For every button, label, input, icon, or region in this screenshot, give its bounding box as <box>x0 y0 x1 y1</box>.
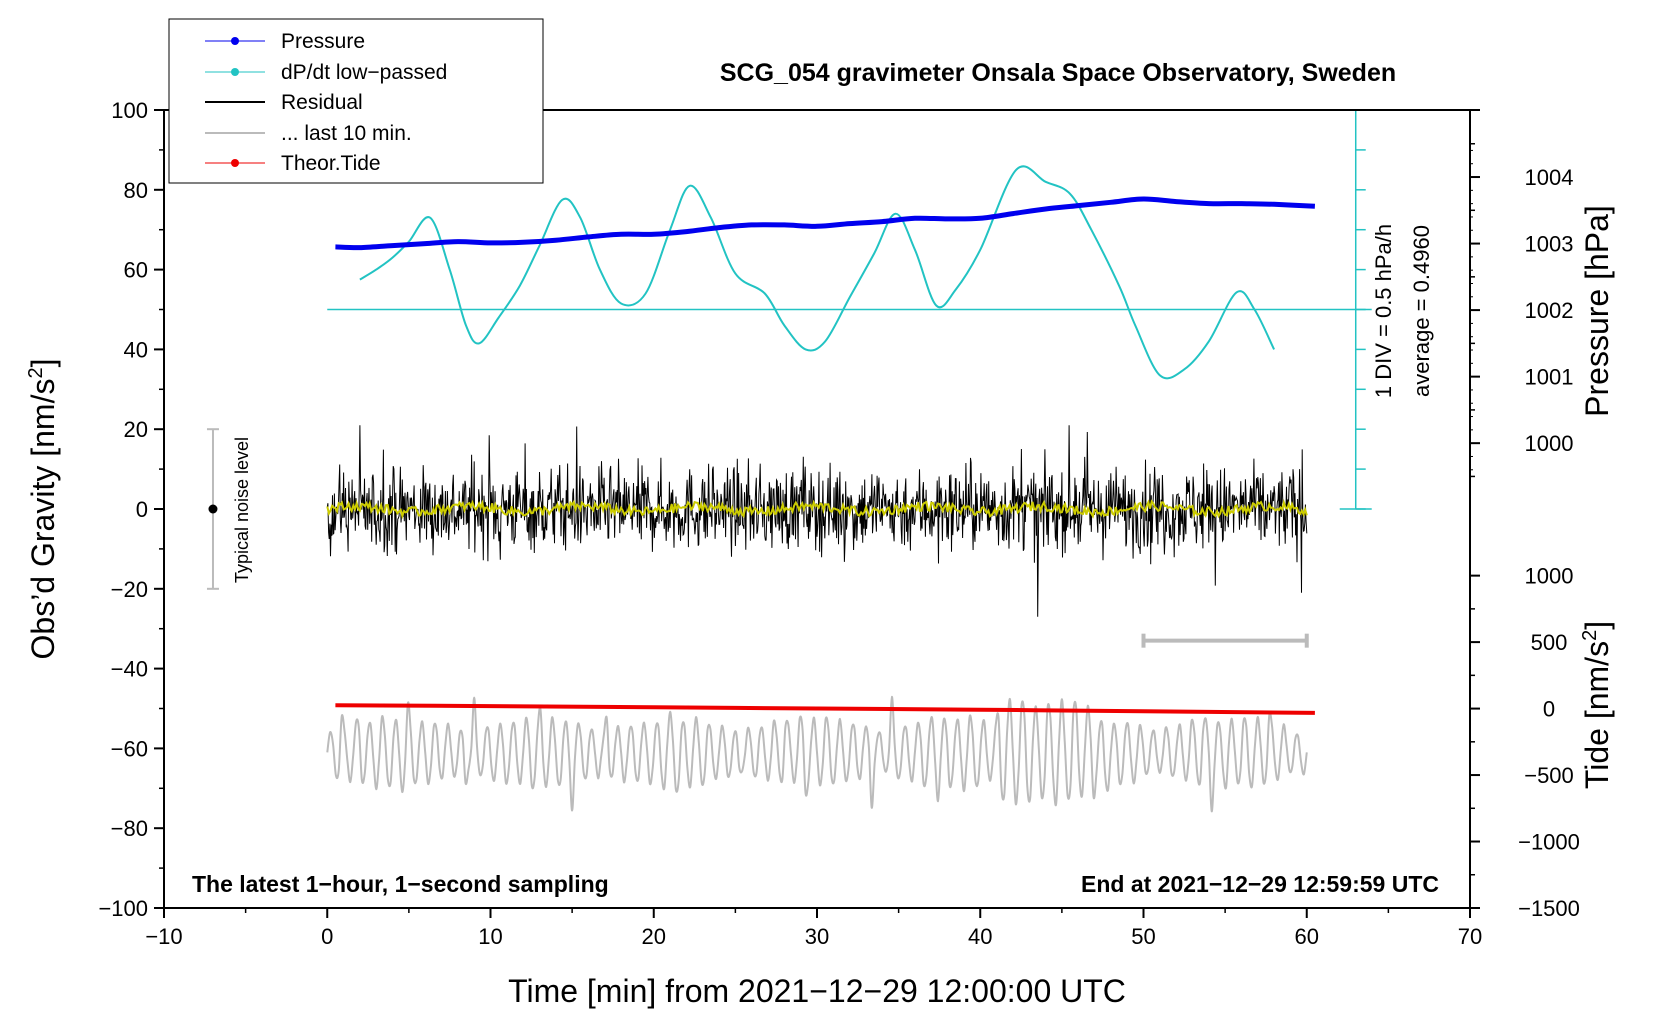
average-label: average = 0.4960 <box>1409 225 1434 397</box>
noise-level-label: Typical noise level <box>232 437 252 583</box>
x-tick-label: 60 <box>1295 924 1319 949</box>
legend: Pressure dP/dt low−passed Residual ... l… <box>168 18 544 184</box>
div-label: 1 DIV = 0.5 hPa/h <box>1371 224 1396 398</box>
y-axis-label-pressure: Pressure [hPa] <box>1579 205 1615 417</box>
y-axis-label-tide: Tide [nm/s2] <box>1579 621 1615 789</box>
pressure-series <box>335 196 1316 251</box>
y-tick-label: −40 <box>111 657 148 682</box>
x-tick-label: 40 <box>968 924 992 949</box>
residual-series <box>326 425 1308 617</box>
noise-level-dot <box>208 504 218 514</box>
annotation-latest-hour: The latest 1−hour, 1−second sampling <box>192 871 609 897</box>
y-tick-label: 0 <box>136 497 148 522</box>
annotation-end-time: End at 2021−12−29 12:59:59 UTC <box>1081 871 1439 897</box>
x-tick-label: 0 <box>321 924 333 949</box>
legend-marker-tide <box>231 159 239 167</box>
x-tick-label: −10 <box>145 924 182 949</box>
dpdt-series <box>359 165 1275 380</box>
y-tick-label: 100 <box>111 98 148 123</box>
y-tick-label: 40 <box>124 337 148 362</box>
legend-label-residual: Residual <box>281 91 363 114</box>
legend-marker-pressure <box>231 37 239 45</box>
pressure-tick-label: 1001 <box>1525 365 1574 390</box>
y-tick-label: −60 <box>111 736 148 761</box>
pressure-tick-label: 1004 <box>1525 165 1574 190</box>
tide-tick-label: 500 <box>1531 630 1568 655</box>
legend-label-dpdt: dP/dt low−passed <box>281 61 447 84</box>
y-tick-label: 60 <box>124 258 148 283</box>
tide-tick-label: −500 <box>1524 763 1574 788</box>
dpdt-line <box>359 165 1275 380</box>
last-10-min-line <box>326 695 1308 813</box>
pressure-tick-label: 1002 <box>1525 298 1574 323</box>
last-10-min-series <box>326 695 1308 813</box>
legend-marker-dpdt <box>231 68 239 76</box>
y-axis-label-left-sup: 2 <box>25 367 47 378</box>
tide-tick-label: 0 <box>1543 697 1555 722</box>
x-tick-label: 20 <box>642 924 666 949</box>
y-axis-label-left: Obs’d Gravity [nm/s2] <box>25 359 61 660</box>
legend-label-last10: ... last 10 min. <box>281 122 412 145</box>
tide-tick-label: −1500 <box>1518 896 1580 921</box>
y-tick-label: −20 <box>111 577 148 602</box>
x-tick-label: 50 <box>1131 924 1155 949</box>
tide-tick-label: −1000 <box>1518 830 1580 855</box>
x-tick-label: 10 <box>478 924 502 949</box>
legend-label-pressure: Pressure <box>281 30 365 53</box>
x-tick-label: 30 <box>805 924 829 949</box>
tide-line <box>335 703 1315 715</box>
pressure-tick-label: 1000 <box>1525 431 1574 456</box>
y-tick-label: 20 <box>124 417 148 442</box>
chart-title: SCG_054 gravimeter Onsala Space Observat… <box>720 59 1396 87</box>
y-axis-label-tide-sup: 2 <box>1579 630 1601 641</box>
tide-series <box>335 703 1315 715</box>
y-tick-label: 80 <box>124 178 148 203</box>
tide-tick-label: 1000 <box>1525 564 1574 589</box>
x-axis-label: Time [min] from 2021−12−29 12:00:00 UTC <box>508 973 1126 1009</box>
residual-line <box>326 425 1308 617</box>
pressure-line <box>335 196 1316 251</box>
annotation-marks <box>206 428 1309 648</box>
y-tick-label: −100 <box>98 896 148 921</box>
residual-smoothed-series <box>326 498 1308 520</box>
legend-label-tide: Theor.Tide <box>281 152 381 175</box>
axis-ticks: −10 0 10 20 30 40 50 60 70100806040200−20−40−60−… <box>98 98 1579 949</box>
pressure-tick-label: 1003 <box>1525 232 1574 257</box>
x-tick-label: 70 <box>1458 924 1482 949</box>
y-tick-label: −80 <box>111 816 148 841</box>
residual-smoothed-line <box>326 498 1308 520</box>
